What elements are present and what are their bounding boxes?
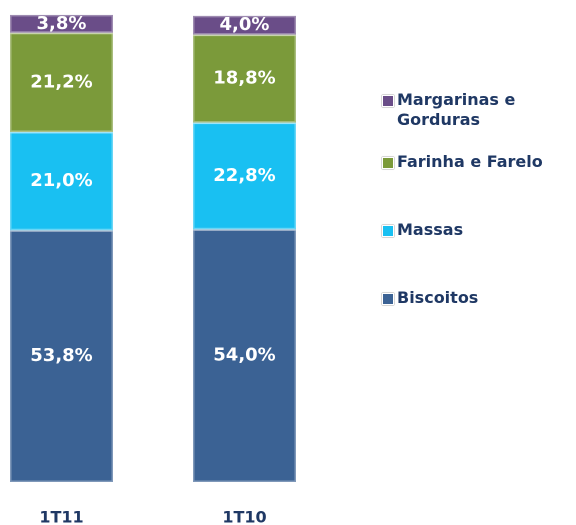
legend-item: Massas — [382, 220, 572, 240]
bar-segment — [8, 228, 115, 484]
bar-segment — [191, 227, 298, 484]
legend-swatch — [382, 225, 394, 237]
legend-label: Massas — [397, 220, 464, 239]
value-label: 4,0% — [220, 14, 270, 35]
legend-swatch — [382, 157, 394, 169]
value-label: 54,0% — [213, 345, 275, 366]
x-tick-label: 1T11 — [39, 508, 83, 525]
value-label: 53,8% — [30, 345, 92, 366]
legend-swatch — [382, 293, 394, 305]
value-label: 21,0% — [30, 170, 92, 191]
legend-item: Biscoitos — [382, 288, 572, 308]
value-label: 3,8% — [37, 13, 87, 34]
x-tick-label: 1T10 — [222, 508, 266, 525]
bar-segment — [8, 130, 115, 232]
legend-label: Biscoitos — [397, 288, 479, 307]
legend-item: Farinha e Farelo — [382, 152, 572, 172]
legend-label: Margarinas e Gorduras — [397, 90, 516, 129]
bar-segment — [191, 14, 298, 37]
value-label: 21,2% — [30, 71, 92, 92]
legend-swatch — [382, 95, 394, 107]
legend-label: Farinha e Farelo — [397, 152, 543, 171]
legend-item: Margarinas e Gorduras — [382, 90, 572, 130]
bar-segment — [191, 33, 298, 125]
value-label: 22,8% — [213, 165, 275, 186]
value-label: 18,8% — [213, 68, 275, 89]
bar-segment — [8, 13, 115, 35]
